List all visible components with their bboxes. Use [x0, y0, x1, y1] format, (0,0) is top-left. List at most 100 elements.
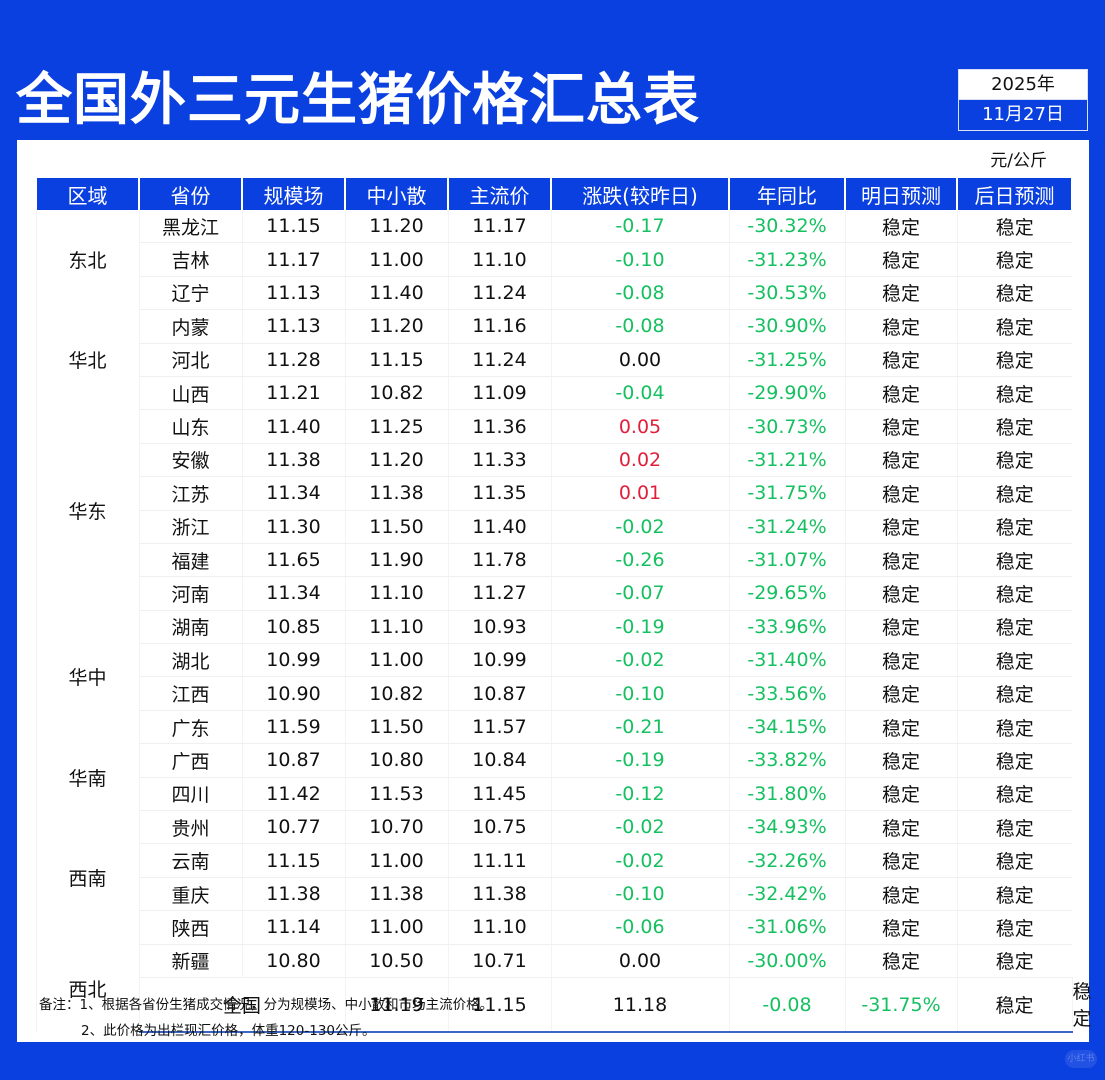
table-row: 陕西 11.14 11.00 11.10 -0.06 -31.06% 稳定 稳定 — [36, 910, 1072, 945]
large-cell: 11.40 — [241, 409, 345, 444]
change-cell: 0.05 — [550, 409, 729, 444]
after-cell: 稳定 — [956, 376, 1072, 411]
table-row: 东北 黑龙江 11.15 11.20 11.17 -0.17 -30.32% 稳定 稳定 — [35, 210, 1072, 310]
province-cell: 陕西 — [138, 910, 242, 945]
total-main-cell: 11.18 — [550, 977, 729, 1034]
small-cell: 11.15 — [344, 343, 448, 377]
tomorrow-cell: 稳定 — [844, 343, 957, 377]
large-cell: 10.80 — [241, 944, 345, 978]
total-label: 全国 — [138, 977, 345, 1034]
large-cell: 10.90 — [241, 676, 345, 711]
after-cell: 稳定 — [956, 409, 1072, 444]
province-cell: 浙江 — [138, 510, 242, 544]
main-cell: 11.36 — [447, 409, 551, 444]
change-cell: 0.02 — [550, 443, 729, 478]
yoy-cell: -31.24% — [728, 510, 845, 544]
yoy-cell: -30.53% — [728, 276, 845, 311]
tomorrow-cell: 稳定 — [844, 777, 957, 812]
after-cell: 稳定 — [956, 309, 1072, 344]
after-cell: 稳定 — [956, 877, 1072, 912]
column-header: 年同比 — [728, 178, 846, 210]
province-cell: 福建 — [138, 543, 242, 578]
date-year: 2025年 — [959, 70, 1087, 99]
yoy-cell: -31.21% — [728, 443, 845, 478]
large-cell: 10.99 — [241, 643, 345, 678]
yoy-cell: -30.90% — [728, 309, 845, 344]
province-cell: 内蒙 — [138, 309, 242, 344]
large-cell: 11.17 — [241, 242, 345, 277]
table-row: 华北 内蒙 11.13 11.20 11.16 -0.08 -30.90% 稳定 稳定 — [35, 309, 1072, 410]
change-cell: -0.02 — [550, 510, 729, 544]
main-cell: 11.57 — [447, 710, 551, 745]
after-cell: 稳定 — [956, 210, 1072, 244]
after-cell: 稳定 — [956, 242, 1072, 277]
yoy-cell: -33.96% — [728, 610, 845, 645]
change-cell: -0.10 — [550, 676, 729, 711]
province-cell: 山西 — [138, 376, 242, 411]
change-cell: -0.12 — [550, 777, 729, 812]
province-cell: 黑龙江 — [138, 210, 242, 244]
tomorrow-cell: 稳定 — [844, 676, 957, 711]
after-cell: 稳定 — [956, 710, 1072, 745]
tomorrow-cell: 稳定 — [844, 843, 957, 878]
main-cell: 11.10 — [447, 910, 551, 945]
table-row: 江苏 11.34 11.38 11.35 0.01 -31.75% 稳定 稳定 — [36, 476, 1072, 511]
main-cell: 11.24 — [447, 276, 551, 311]
yoy-cell: -31.23% — [728, 242, 845, 277]
tomorrow-cell: 稳定 — [844, 710, 957, 745]
region-cell: 华北 — [35, 309, 139, 410]
province-cell: 安徽 — [138, 443, 242, 478]
tomorrow-cell: 稳定 — [844, 576, 957, 611]
yoy-cell: -34.15% — [728, 710, 845, 745]
total-row: 全国 11.19 11.15 11.18 -0.08 -31.75% 稳定 稳定 — [36, 977, 1092, 1034]
after-cell: 稳定 — [956, 910, 1072, 945]
change-cell: -0.02 — [550, 843, 729, 878]
small-cell: 10.50 — [344, 944, 448, 978]
main-cell: 10.84 — [447, 743, 551, 778]
yoy-cell: -31.40% — [728, 643, 845, 678]
small-cell: 11.90 — [344, 543, 448, 578]
small-cell: 11.20 — [344, 210, 448, 244]
province-cell: 山东 — [138, 409, 242, 444]
large-cell: 11.30 — [241, 510, 345, 544]
yoy-cell: -33.82% — [728, 743, 845, 778]
tomorrow-cell: 稳定 — [844, 877, 957, 912]
large-cell: 11.15 — [241, 843, 345, 878]
large-cell: 11.65 — [241, 543, 345, 578]
main-cell: 10.87 — [447, 676, 551, 711]
table-row: 华中 湖南 10.85 11.10 10.93 -0.19 -33.96% 稳定 稳定 — [35, 610, 1072, 744]
tomorrow-cell: 稳定 — [844, 309, 957, 344]
table-row: 重庆 11.38 11.38 11.38 -0.10 -32.42% 稳定 稳定 — [36, 877, 1072, 912]
province-cell: 广西 — [138, 743, 242, 778]
total-small-cell: 11.15 — [447, 977, 551, 1034]
change-cell: -0.17 — [550, 210, 729, 244]
tomorrow-cell: 稳定 — [844, 810, 957, 845]
total-large-cell: 11.19 — [344, 977, 448, 1034]
notes: 备注：1、根据各省份生猪成交情况，分为规模场、中小散和市场主流价格。 2、此价格… — [39, 992, 493, 1044]
yoy-cell: -30.00% — [728, 944, 845, 978]
table-row: 西南 贵州 10.77 10.70 10.75 -0.02 -34.93% 稳定 稳定 — [35, 810, 1072, 945]
large-cell: 11.38 — [241, 877, 345, 912]
change-cell: -0.10 — [550, 242, 729, 277]
tomorrow-cell: 稳定 — [844, 510, 957, 544]
change-cell: -0.19 — [550, 610, 729, 645]
province-cell: 江西 — [138, 676, 242, 711]
main-cell: 10.99 — [447, 643, 551, 678]
large-cell: 11.21 — [241, 376, 345, 411]
large-cell: 11.34 — [241, 576, 345, 611]
table-row: 江西 10.90 10.82 10.87 -0.10 -33.56% 稳定 稳定 — [36, 676, 1072, 711]
large-cell: 11.13 — [241, 309, 345, 344]
table-body: 东北 黑龙江 11.15 11.20 11.17 -0.17 -30.32% 稳定 稳定 吉林 11… — [35, 210, 1092, 1034]
province-cell: 广东 — [138, 710, 242, 745]
yoy-cell: -30.73% — [728, 409, 845, 444]
large-cell: 10.87 — [241, 743, 345, 778]
change-cell: -0.02 — [550, 810, 729, 845]
yoy-cell: -32.42% — [728, 877, 845, 912]
large-cell: 11.13 — [241, 276, 345, 311]
after-cell: 稳定 — [956, 643, 1072, 678]
yoy-cell: -31.07% — [728, 543, 845, 578]
large-cell: 11.34 — [241, 476, 345, 511]
after-cell: 稳定 — [956, 543, 1072, 578]
large-cell: 11.59 — [241, 710, 345, 745]
table-row: 河南 11.34 11.10 11.27 -0.07 -29.65% 稳定 稳定 — [36, 576, 1072, 611]
